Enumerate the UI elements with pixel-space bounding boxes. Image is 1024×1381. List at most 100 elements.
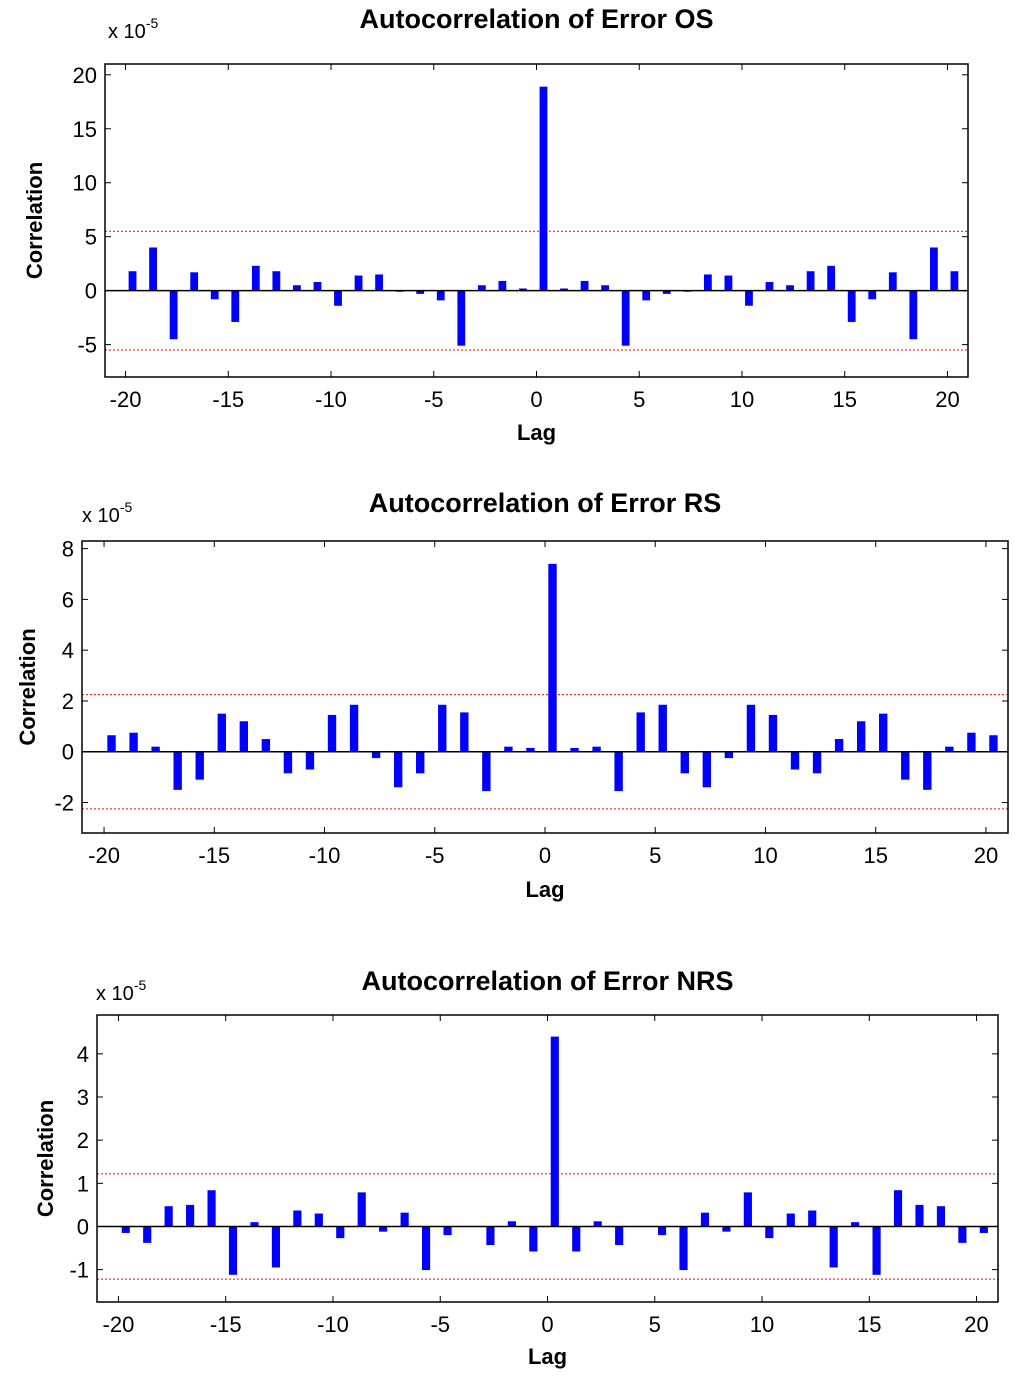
x-tick-label: 10: [753, 843, 777, 868]
bar-lag--1: [519, 288, 527, 291]
bar-lag-0: [539, 86, 548, 291]
bar-lag--5: [436, 290, 445, 301]
chart-error-rs: -20 -15 -10 -5 0 5 10 15 20-202468Autocorrelatio…: [15, 488, 1009, 902]
bar-lag--5: [438, 704, 447, 752]
y-tick-label: -1: [69, 1258, 89, 1283]
bar-lag--19: [129, 732, 138, 752]
bar-lag--19: [149, 247, 157, 291]
x-tick-label: 10: [750, 1312, 774, 1337]
bar-lag--13: [271, 1226, 280, 1268]
x-tick-label: -5: [424, 387, 444, 412]
y-tick-label: 6: [62, 587, 74, 612]
chart-error-os: -20 -15 -10 -5 0 5 10 15 20 -5 0 5 10 15 20 Autocorrela…: [22, 4, 969, 445]
bar-lag--16: [207, 1190, 216, 1227]
bar-lag-17: [915, 1204, 924, 1227]
bar-lag-9: [743, 1192, 752, 1227]
bar-lag--9: [354, 275, 363, 291]
bar-lag-14: [827, 265, 836, 291]
x-tick-label: 5: [649, 843, 661, 868]
x-tick-label: 10: [730, 387, 754, 412]
bar-lag-6: [680, 751, 689, 774]
bar-lag-13: [834, 739, 844, 752]
bar-lag--16: [195, 751, 204, 780]
bar-lag-3: [601, 285, 610, 291]
bar-lag-14: [851, 1222, 860, 1227]
x-tick-label: -15: [212, 387, 244, 412]
y-tick-label: 0: [77, 1214, 89, 1239]
bar-lag-19: [958, 1226, 967, 1243]
bar-lag-0: [548, 563, 557, 752]
bar-lag-15: [879, 713, 888, 752]
bar-lag--15: [231, 290, 240, 322]
y-tick-label: 2: [62, 689, 74, 714]
bar-lag--15: [228, 1226, 238, 1275]
x-tick-label: -20: [103, 1312, 135, 1337]
bar-lag-20: [989, 735, 998, 752]
bar-lag-1: [572, 1226, 581, 1252]
bar-lag-10: [745, 290, 753, 306]
bar-lag--3: [477, 285, 486, 291]
y-multiplier-exponent: -5: [120, 499, 133, 515]
bar-lag--5: [443, 1226, 452, 1236]
bar-lag--14: [239, 721, 249, 752]
y-tick-label: 15: [73, 117, 97, 142]
bar-lag-8: [722, 1226, 731, 1232]
bar-lag--19: [143, 1226, 152, 1243]
bar-lag-6: [679, 1226, 688, 1271]
bar-lag--20: [121, 1226, 130, 1233]
bar-lag--1: [526, 747, 535, 752]
bar-lag-2: [593, 1221, 602, 1227]
x-tick-label: 20: [974, 843, 998, 868]
bar-lag--17: [186, 1204, 195, 1227]
x-tick-label: 15: [863, 843, 887, 868]
bar-lag--14: [250, 1222, 259, 1227]
bar-lag-16: [901, 751, 910, 780]
x-tick-label: 5: [633, 387, 645, 412]
bar-lag-4: [636, 712, 645, 752]
bar-lag-14: [856, 721, 866, 752]
chart-title: Autocorrelation of Error RS: [369, 488, 722, 518]
bar-lag-2: [592, 746, 601, 752]
x-tick-label: 20: [964, 1312, 988, 1337]
y-multiplier: x 10-5: [108, 15, 158, 43]
bar-lag--8: [371, 751, 381, 759]
bar-lag--8: [375, 274, 384, 291]
x-tick-label: 20: [935, 387, 959, 412]
bar-lag--7: [400, 1212, 409, 1227]
bar-lag--2: [504, 746, 513, 752]
bar-lag-11: [786, 1213, 795, 1227]
y-axis-label: Correlation: [22, 162, 47, 279]
bar-lag--11: [313, 282, 322, 291]
bar-lag-16: [893, 1190, 903, 1227]
bar-lag--12: [283, 751, 293, 774]
bar-lag--9: [357, 1192, 366, 1227]
bar-lag-7: [702, 751, 712, 788]
y-multiplier-base: x 10: [96, 983, 134, 1005]
bar-lag-6: [662, 290, 671, 294]
bar-lag--4: [457, 290, 466, 346]
y-multiplier-base: x 10: [82, 505, 120, 527]
y-tick-label: 2: [77, 1128, 89, 1153]
y-tick-label: 4: [77, 1042, 89, 1067]
bar-lag--10: [336, 1226, 345, 1239]
axes-box: [104, 63, 969, 378]
bar-lag--17: [190, 272, 199, 291]
x-axis-label: Lag: [528, 1344, 567, 1369]
y-multiplier: x 10-5: [96, 977, 146, 1005]
bar-lag-20: [950, 271, 959, 291]
x-tick-label: 0: [530, 387, 542, 412]
x-tick-label: 0: [539, 843, 551, 868]
x-tick-label: 0: [541, 1312, 553, 1337]
y-tick-label: 4: [62, 638, 74, 663]
bar-lag-7: [700, 1212, 710, 1227]
bar-lag--6: [422, 1226, 431, 1271]
bar-lag-5: [657, 1226, 667, 1236]
x-tick-label: -15: [198, 843, 230, 868]
bar-lag-11: [765, 282, 774, 291]
x-tick-label: -5: [425, 843, 445, 868]
bar-lag--13: [261, 739, 271, 752]
bar-lag-9: [746, 704, 756, 752]
x-tick-label: -20: [88, 843, 120, 868]
y-tick-label: 8: [62, 537, 74, 562]
y-tick-label: 5: [85, 225, 97, 250]
